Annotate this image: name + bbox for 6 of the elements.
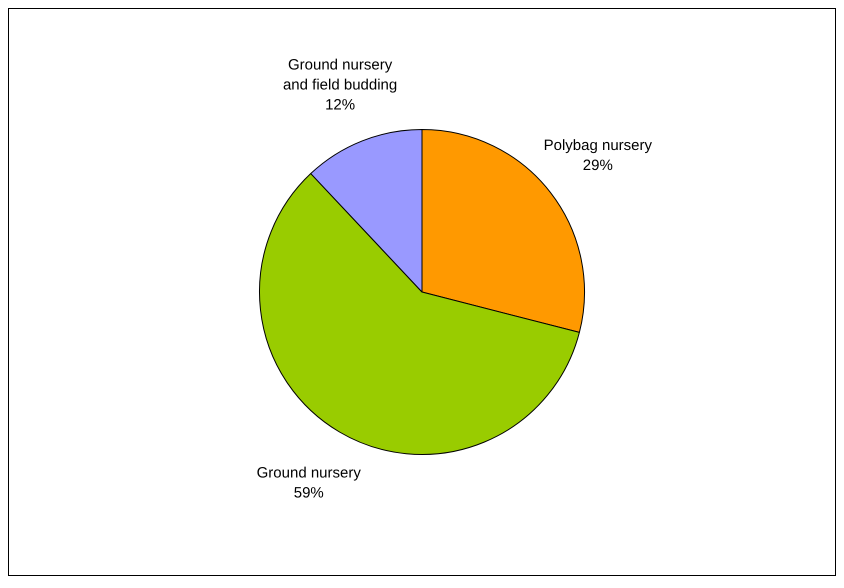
data-label: 12% bbox=[325, 96, 356, 114]
data-label: 59% bbox=[294, 484, 324, 502]
slice-label: Ground nursery and field budding bbox=[282, 56, 398, 94]
data-label: 29% bbox=[582, 156, 613, 174]
slice-label: Polybag nursery bbox=[544, 136, 652, 154]
slice-label: Ground nursery bbox=[256, 464, 362, 482]
